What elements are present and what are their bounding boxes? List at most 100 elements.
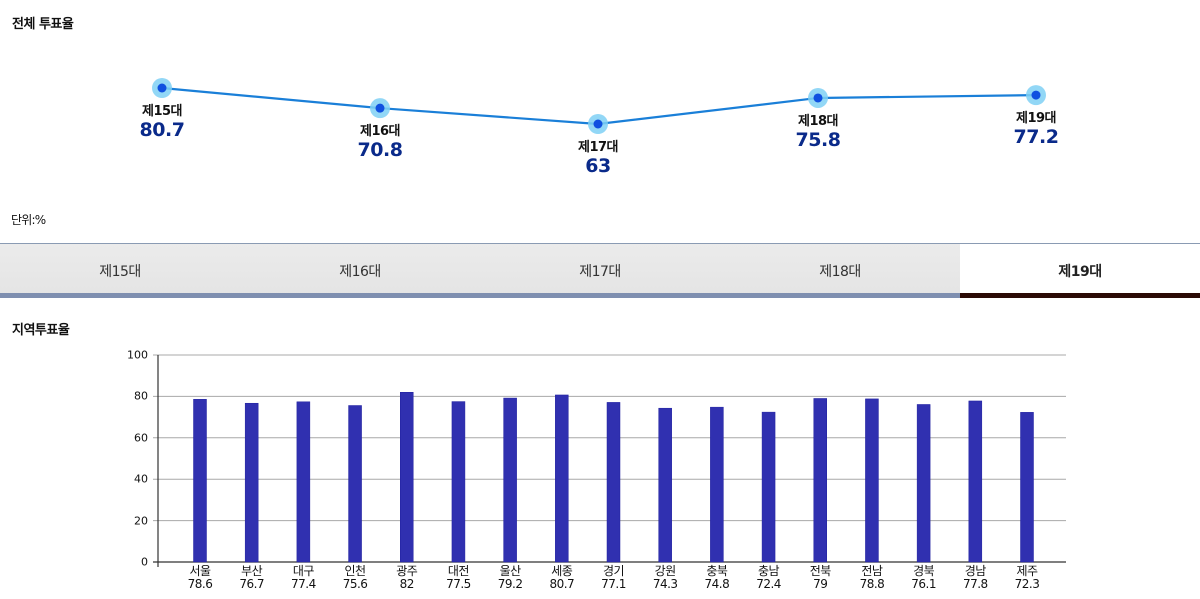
region-label: 경북 76.1 [911, 565, 936, 591]
point-label: 제17대 63 [577, 140, 619, 177]
region-bar[interactable] [296, 401, 311, 563]
region-name: 세종 [551, 564, 573, 578]
region-bar[interactable] [1020, 412, 1034, 563]
region-label: 충남 72.4 [756, 565, 781, 591]
region-bar[interactable] [606, 402, 621, 563]
region-turnout-value: 74.8 [704, 577, 730, 591]
region-label: 대구 77.4 [291, 565, 316, 591]
point-label: 제19대 77.2 [1014, 111, 1059, 148]
total-turnout-title: 전체 투표율 [12, 17, 74, 32]
region-turnout-value: 74.3 [652, 577, 678, 591]
region-turnout-value: 77.8 [962, 577, 988, 591]
point-label: 제16대 70.8 [358, 124, 403, 161]
tab-label: 제18대 [819, 264, 861, 280]
region-label: 전남 78.8 [860, 565, 885, 591]
y-tick-label: 100 [127, 348, 148, 362]
tab-19th[interactable]: 제19대 [960, 244, 1200, 298]
data-point[interactable] [157, 83, 167, 93]
y-tick-label: 0 [141, 555, 148, 569]
tab-label: 제19대 [1058, 264, 1102, 280]
data-point[interactable] [1031, 90, 1041, 100]
point-election-name: 제15대 [141, 104, 183, 119]
region-label: 대전 77.5 [446, 565, 471, 591]
y-tick-label: 20 [134, 514, 148, 528]
point-turnout-value: 75.8 [795, 128, 841, 151]
region-label: 인천 75.6 [343, 565, 368, 591]
region-turnout-value: 78.8 [859, 577, 885, 591]
region-turnout-value: 79.2 [497, 577, 523, 591]
region-label: 충북 74.8 [705, 565, 730, 591]
region-label: 전북 79 [809, 564, 832, 591]
region-label: 경기 77.1 [601, 565, 626, 591]
unit-label: 단위:% [11, 213, 46, 227]
region-name: 경북 [913, 564, 935, 578]
region-bar[interactable] [968, 400, 983, 563]
data-point[interactable] [375, 103, 385, 113]
region-turnout-value: 79 [813, 577, 828, 591]
region-name: 전남 [861, 564, 883, 578]
region-bar[interactable] [710, 406, 724, 563]
region-label: 부산 76.7 [239, 565, 264, 591]
region-name: 대구 [292, 564, 315, 578]
region-name: 부산 [241, 564, 263, 578]
y-tick-label: 60 [134, 431, 148, 445]
region-turnout-value: 72.4 [756, 577, 781, 591]
region-label: 울산 79.2 [498, 565, 523, 591]
tab-label: 제17대 [579, 264, 621, 280]
regional-turnout-bar-chart: 0 20 40 60 80 100 서울 78.6 부산 76.7 대구 77.4 인천 75.6 광주 8… [0, 340, 1200, 599]
region-bar[interactable] [865, 398, 879, 563]
point-election-name: 제16대 [359, 124, 401, 140]
region-bar[interactable] [503, 397, 517, 563]
region-bar[interactable] [813, 398, 827, 563]
region-bar[interactable] [348, 405, 362, 563]
region-name: 인천 [344, 564, 367, 578]
tab-17th[interactable]: 제17대 [480, 244, 720, 298]
region-bar[interactable] [658, 407, 672, 563]
point-turnout-value: 70.8 [357, 139, 403, 162]
region-bar[interactable] [193, 399, 207, 563]
tab-18th[interactable]: 제18대 [720, 244, 960, 298]
tab-label: 제15대 [99, 264, 141, 280]
point-turnout-value: 63 [585, 155, 611, 177]
region-name: 대전 [447, 564, 470, 578]
region-label: 강원 74.3 [653, 565, 678, 591]
region-name: 서울 [189, 564, 211, 578]
region-label: 경남 77.8 [963, 565, 988, 591]
y-tick-label: 40 [134, 472, 148, 486]
region-turnout-value: 72.3 [1014, 577, 1040, 591]
region-name: 충남 [758, 564, 780, 578]
region-bar[interactable] [555, 394, 569, 563]
point-election-name: 제18대 [797, 113, 839, 129]
tab-16th[interactable]: 제16대 [240, 244, 480, 298]
y-tick-label: 80 [134, 389, 148, 403]
point-turnout-value: 77.2 [1013, 126, 1059, 149]
region-name: 광주 [396, 564, 418, 578]
point-turnout-value: 80.7 [139, 119, 185, 141]
point-election-name: 제17대 [577, 140, 619, 155]
region-name: 제주 [1016, 564, 1038, 578]
region-turnout-value: 82 [399, 577, 415, 591]
region-bar[interactable] [916, 404, 931, 563]
region-name: 강원 [654, 564, 677, 578]
data-point[interactable] [593, 119, 603, 129]
total-turnout-line-chart: 제15대 80.7 제16대 70.8 제17대 63 제18대 75.8 제19대 77.2 [0, 0, 1200, 200]
tab-15th[interactable]: 제15대 [0, 244, 240, 298]
region-turnout-value: 75.6 [342, 577, 368, 591]
region-bar[interactable] [400, 392, 414, 563]
region-name: 전북 [809, 564, 832, 578]
region-turnout-value: 77.4 [291, 577, 316, 591]
line-chart-canvas [152, 78, 1046, 134]
region-turnout-value: 77.1 [601, 577, 626, 591]
region-label: 제주 72.3 [1015, 565, 1040, 591]
region-label: 서울 78.6 [188, 565, 213, 591]
point-election-name: 제19대 [1015, 111, 1057, 127]
region-bar[interactable] [761, 411, 776, 563]
point-label: 제18대 75.8 [796, 114, 841, 151]
region-bar[interactable] [244, 402, 259, 563]
region-turnout-value: 76.7 [239, 577, 265, 591]
data-point[interactable] [813, 93, 823, 103]
region-name: 울산 [499, 564, 522, 578]
region-turnout-value: 77.5 [446, 577, 471, 591]
region-bar[interactable] [451, 401, 466, 563]
election-tabs: 제15대 제16대 제17대 제18대 제19대 [0, 243, 1200, 298]
